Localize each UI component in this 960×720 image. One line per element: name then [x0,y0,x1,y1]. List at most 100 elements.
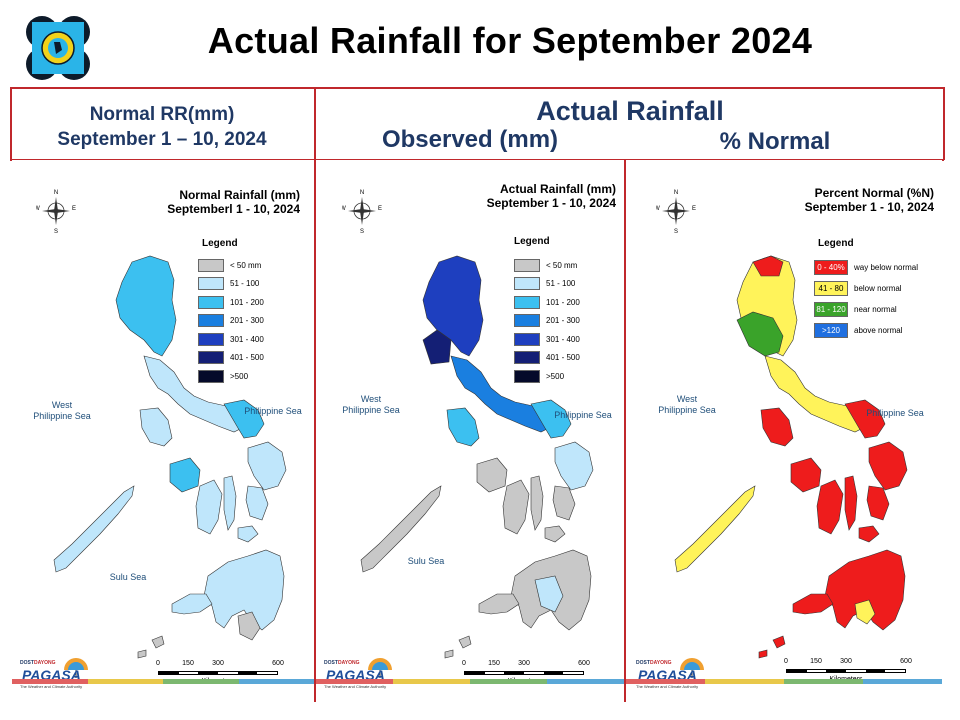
legend-label: 51 - 100 [546,279,576,288]
scale-bar: 0150300600Kilometers [462,660,604,696]
compass-letter: S [54,229,58,234]
pagasa-logo: DOST DAYONG PAGASA The Weather and Climate … [324,656,396,690]
legend-label: < 50 mm [546,260,578,270]
scale-segment [484,672,505,674]
scale-bar: 0150300600Kilometers [784,658,926,694]
region-samar [247,441,287,491]
panel1-title-line1: Normal Rainfall (mm) [179,188,300,202]
percent-normal-panel: Percent Normal (%N) September 1 - 10, 20… [626,160,942,702]
dost-seal-logo [26,16,90,80]
strip-segment [238,679,314,684]
region-zamboanga [792,593,834,615]
legend-swatch: 0 - 40% [814,259,848,275]
bottom-color-strip [626,679,942,684]
pagasa-dost: DOST [324,660,338,666]
legend-swatch [514,369,540,383]
pagasa-tagline: The Weather and Climate Authority [20,684,83,689]
pagasa-tagline: The Weather and Climate Authority [636,684,699,689]
normal-rainfall-panel: Normal Rainfall (mm) Septemberl 1 - 10, … [12,160,314,702]
frame-divider-1 [314,87,316,702]
region-mindoro [139,407,173,447]
legend-swatch [198,351,224,364]
region-samar [868,441,908,491]
compass-letter: N [54,190,58,196]
scale-tick-label: 150 [810,658,822,665]
strip-segment [393,679,470,684]
panel3-legend-title: Legend [818,238,854,249]
legend-swatch [514,258,540,272]
strip-segment [863,679,942,684]
legend-item: 41 - 80 below normal [814,280,902,296]
scale-tick-label: 0 [462,660,466,667]
west-sea-line2: Philippine Sea [342,405,400,415]
legend-label: 101 - 200 [230,297,264,307]
scale-segment [465,672,485,674]
bottom-color-strip [316,679,624,684]
region-southern-mindanao [237,611,261,641]
compass-rose-icon: N S E W [36,190,76,234]
panel3-title: Percent Normal (%N) September 1 - 10, 20… [776,186,934,214]
compass-letter: E [378,206,382,212]
west-philippine-sea-label: West Philippine Sea [340,394,402,416]
pagasa-dayong: DAYONG [650,660,672,666]
legend-swatch [198,258,224,272]
region-zamboanga [171,593,213,615]
region-leyte [245,485,269,521]
scale-tick-label: 300 [840,658,852,665]
scale-segment [237,672,258,674]
strip-segment [705,679,784,684]
scale-segment [178,672,199,674]
scale-segment [826,670,847,672]
legend-label: below normal [854,283,902,293]
legend-code: >120 [821,325,841,335]
scale-tick-label: 600 [900,658,912,665]
legend-label: >500 [546,371,565,381]
compass-rose-icon: N S E W [342,190,382,234]
west-sea-line1: West [360,394,382,404]
scale-bar-graphic [158,671,278,675]
sulu-sea-label: Sulu Sea [109,572,147,582]
scale-tick-label: 300 [212,660,224,667]
legend-item: 301 - 400 [514,332,580,346]
sulu-sea-label: Sulu Sea [407,556,445,566]
legend-label: above normal [854,325,903,335]
scale-bar-graphic [786,669,906,673]
pagasa-dost: DOST [636,660,650,666]
legend-label: way below normal [854,262,919,272]
region-panay [790,457,822,493]
scale-tick-label: 150 [182,660,194,667]
pagasa-dayong: DAYONG [338,660,360,666]
actual-rainfall-panel: Actual Rainfall (mm) September 1 - 10, 2… [316,160,624,702]
compass-letter: S [360,229,364,234]
scale-segment [543,672,564,674]
region-bohol [544,525,566,543]
scale-tick-label: 600 [578,660,590,667]
scale-segment [257,672,278,674]
compass-letter: W [656,206,660,212]
region-central-luzon [736,311,784,357]
legend-item: 0 - 40% way below normal [814,259,919,275]
legend-label: 51 - 100 [230,279,260,288]
percent-normal-header: % Normal [719,128,831,155]
scale-tick-label: 600 [272,660,284,667]
panel2-title-line1: Actual Rainfall (mm) [499,182,616,196]
region-southern-mindanao [854,599,876,625]
legend-label: < 50 mm [230,260,262,270]
legend-label: 101 - 200 [546,297,580,307]
region-negros [502,479,530,535]
legend-item: 201 - 300 [198,314,264,328]
panel2-legend-title: Legend [514,236,550,247]
scale-tick-label: 0 [784,658,788,665]
legend-label: 301 - 400 [230,334,264,344]
compass-letter: W [342,206,346,212]
frame-divider-2 [624,159,626,702]
legend-item: 401 - 500 [198,351,264,365]
region-luzon [115,255,177,357]
pagasa-tagline: The Weather and Climate Authority [324,684,387,689]
scale-segment [787,670,807,672]
region-sulu [444,635,472,659]
scale-segment [806,670,827,672]
region-panay [169,457,201,493]
region-sulu [137,635,165,659]
pagasa-emblem-icon [64,658,88,678]
